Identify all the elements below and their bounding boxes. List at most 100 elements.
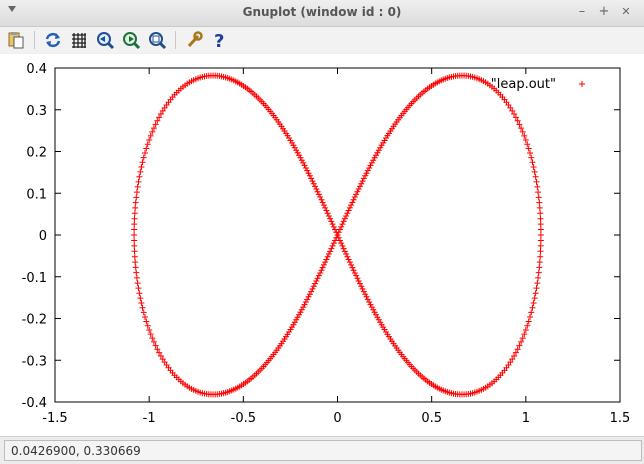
data-point — [308, 175, 315, 182]
data-point — [528, 309, 535, 316]
data-point — [355, 186, 362, 193]
data-point — [338, 223, 345, 230]
data-point — [528, 154, 535, 161]
data-point — [147, 331, 154, 338]
data-point — [529, 304, 536, 311]
data-point — [154, 117, 161, 124]
data-point — [341, 215, 348, 222]
data-point — [301, 301, 308, 308]
x-tick-label: -1 — [143, 411, 156, 426]
data-point — [333, 229, 340, 236]
data-point — [132, 264, 139, 271]
data-point — [156, 349, 163, 356]
data-point — [157, 352, 164, 359]
data-point — [133, 269, 140, 276]
data-point — [516, 121, 523, 128]
window-menu-icon[interactable] — [8, 6, 16, 12]
title-bar[interactable]: Gnuplot (window id : 0) – + ✕ — [0, 0, 644, 27]
data-point — [348, 261, 355, 268]
data-point — [359, 285, 366, 292]
status-bar: 0.0426900, 0.330669 — [0, 436, 644, 464]
close-button[interactable]: ✕ — [621, 5, 631, 18]
data-point — [132, 204, 139, 211]
data-point — [156, 114, 163, 121]
data-point — [512, 114, 519, 121]
data-point — [330, 223, 337, 230]
data-point — [516, 342, 523, 349]
copy-clipboard-icon[interactable] — [6, 30, 26, 50]
data-point — [138, 163, 145, 170]
data-point — [134, 280, 141, 287]
data-point — [338, 240, 345, 247]
data-point — [308, 288, 315, 295]
data-point — [533, 178, 540, 185]
data-point — [134, 183, 141, 190]
data-point — [537, 242, 544, 249]
data-point — [372, 311, 379, 318]
data-point — [368, 304, 375, 311]
minimize-button[interactable]: – — [578, 4, 586, 19]
data-point — [354, 275, 361, 282]
data-point — [343, 212, 350, 219]
data-point — [353, 191, 360, 198]
maximize-button[interactable]: + — [598, 4, 610, 19]
grid-icon[interactable] — [69, 30, 89, 50]
data-point — [509, 356, 516, 363]
legend-marker — [579, 81, 585, 87]
autoscale-icon[interactable] — [147, 30, 167, 50]
data-point — [522, 326, 529, 333]
data-point — [312, 183, 319, 190]
data-point — [324, 253, 331, 260]
data-point — [340, 245, 347, 252]
data-point — [535, 189, 542, 196]
data-point — [131, 226, 138, 233]
data-point — [339, 242, 346, 249]
data-point — [325, 212, 332, 219]
data-point — [306, 291, 313, 298]
settings-icon[interactable] — [184, 30, 204, 50]
data-point — [524, 141, 531, 148]
data-point — [535, 274, 542, 281]
data-point — [351, 194, 358, 201]
data-point — [531, 295, 538, 302]
data-point — [521, 132, 528, 139]
data-point — [371, 309, 378, 316]
data-point — [300, 304, 307, 311]
y-tick-label: -0.2 — [22, 313, 47, 328]
mouse-coordinates: 0.0426900, 0.330669 — [11, 444, 141, 458]
data-point — [514, 346, 521, 353]
zoom-previous-icon[interactable] — [95, 30, 115, 50]
data-point — [536, 259, 543, 266]
data-point — [532, 290, 539, 297]
plot-area[interactable]: -1.5 -1 -0.5 0 0.5 1 1.5 0.4 0.3 0.2 0.1 0 -0.1 -0.2 -… — [0, 54, 644, 436]
data-point — [537, 221, 544, 228]
data-point — [348, 202, 355, 209]
data-point — [521, 331, 528, 338]
data-point — [318, 267, 325, 274]
plot-canvas[interactable]: -1.5 -1 -0.5 0 0.5 1 1.5 0.4 0.3 0.2 0.1 0 -0.1 -0.2 -… — [0, 54, 644, 436]
data-point — [341, 248, 348, 255]
data-point — [362, 291, 369, 298]
data-point — [527, 150, 534, 157]
data-point — [317, 269, 324, 276]
help-icon[interactable]: ? — [210, 30, 230, 52]
data-point — [328, 245, 335, 252]
data-point — [140, 154, 147, 161]
data-point — [339, 221, 346, 228]
data-point — [301, 162, 308, 169]
zoom-next-icon[interactable] — [121, 30, 141, 50]
data-point — [317, 194, 324, 201]
data-point — [537, 226, 544, 233]
data-point — [345, 207, 352, 214]
data-point — [324, 210, 331, 217]
data-point — [511, 352, 518, 359]
data-point — [136, 173, 143, 180]
data-point — [524, 322, 531, 329]
replot-icon[interactable] — [43, 30, 63, 50]
data-point — [314, 188, 321, 195]
data-point — [144, 141, 151, 148]
data-point — [147, 132, 154, 139]
data-point — [133, 194, 140, 201]
data-point — [322, 259, 329, 266]
data-point — [300, 159, 307, 166]
